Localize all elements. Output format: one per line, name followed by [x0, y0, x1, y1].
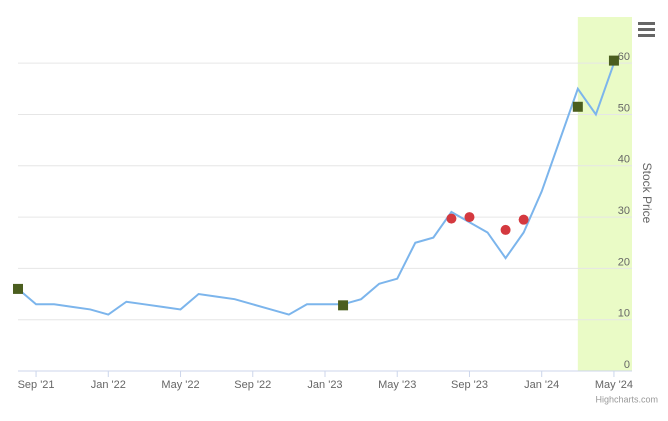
event-marker — [500, 224, 511, 235]
y-tick-label: 20 — [618, 256, 630, 268]
y-tick-label: 40 — [618, 154, 630, 166]
x-tick-label: Sep '21 — [18, 379, 55, 391]
plot-band — [577, 17, 632, 371]
menu-bar — [638, 22, 655, 25]
credit: Highcharts.com — [595, 394, 658, 404]
price-line — [17, 62, 615, 316]
event-marker — [608, 55, 619, 66]
x-tick-label: May '24 — [595, 379, 633, 391]
event-marker — [464, 212, 475, 223]
y-axis-title: Stock Price — [640, 163, 654, 224]
event-marker — [518, 214, 529, 225]
x-tick-label: Jan '22 — [91, 379, 126, 391]
event-marker — [572, 101, 583, 112]
x-tick-label: Jan '24 — [524, 379, 559, 391]
y-tick-label: 30 — [618, 205, 630, 217]
event-marker — [446, 213, 457, 224]
x-tick-label: May '23 — [378, 379, 416, 391]
menu-bar — [638, 34, 655, 37]
menu-button[interactable] — [638, 22, 655, 37]
menu-bar — [638, 28, 655, 31]
y-tick-label: 10 — [618, 308, 630, 320]
y-tick-label: 50 — [618, 102, 630, 114]
x-tick-label: Sep '22 — [234, 379, 271, 391]
event-marker — [13, 283, 23, 294]
x-tick-label: May '22 — [161, 379, 199, 391]
x-tick-label: Sep '23 — [451, 379, 488, 391]
y-tick-label: 0 — [624, 359, 630, 371]
y-tick-label: 60 — [618, 51, 630, 63]
x-tick-label: Jan '23 — [307, 379, 342, 391]
event-marker — [338, 300, 349, 311]
plot-area: 0 10 20 30 40 50 60 Sep '21 Jan '22 May '22 Sep '2… — [13, 17, 633, 391]
